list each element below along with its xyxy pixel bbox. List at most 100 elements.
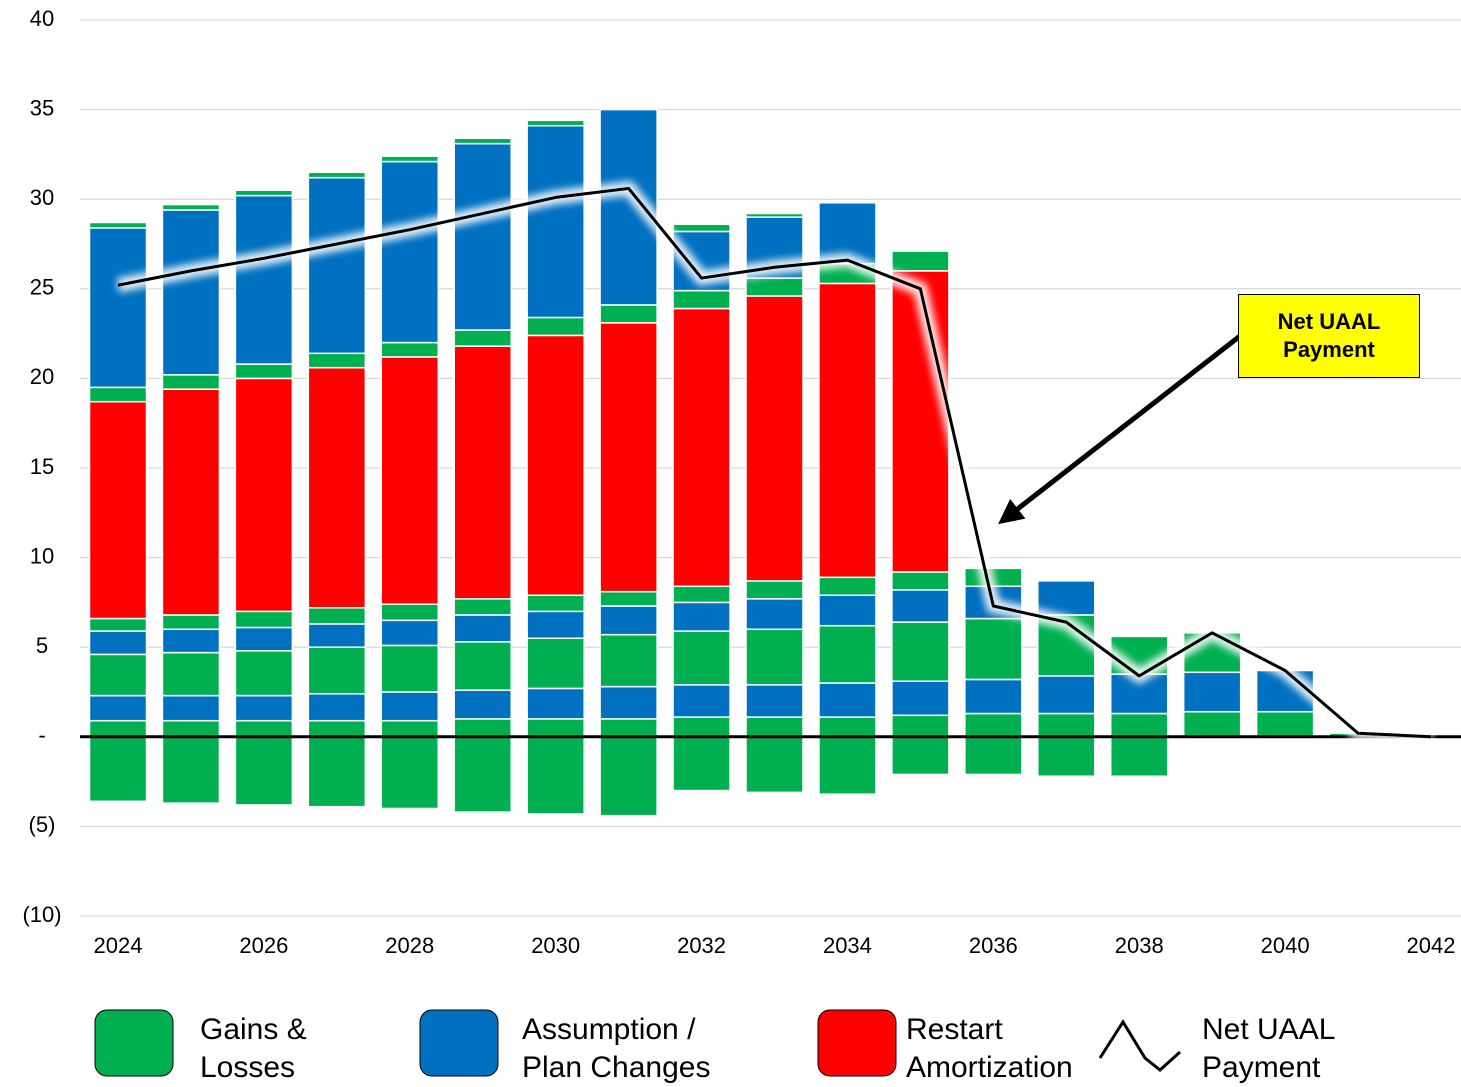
bar-segment [161, 388, 221, 616]
bar-segment [526, 610, 585, 639]
legend-swatch [94, 1009, 174, 1077]
bar-segment [234, 736, 294, 806]
bar-segment [964, 712, 1023, 738]
bar-segment [599, 718, 658, 738]
bar-segment [234, 610, 294, 629]
bar-segment [453, 329, 512, 347]
bar-segment [307, 352, 367, 369]
bar-segment [161, 614, 221, 631]
bar-segment [599, 633, 658, 688]
x-tick-label: 2032 [677, 933, 726, 958]
bar-segment [891, 680, 950, 717]
bar-segment [380, 356, 440, 605]
bar-segment [818, 282, 877, 579]
bar-segment [672, 736, 731, 792]
bar-segment [234, 194, 294, 365]
bar-segment [1109, 712, 1169, 738]
y-tick-label: 35 [30, 95, 54, 120]
bar-segment [307, 623, 367, 648]
bar-segment [1255, 710, 1315, 738]
legend-swatch [817, 1009, 897, 1077]
bar-segment [307, 646, 367, 695]
y-tick-label: 15 [30, 454, 54, 479]
bar-segment [88, 386, 148, 403]
bar-segment [161, 374, 221, 390]
y-tick-label: 30 [30, 185, 54, 210]
bar-segment [307, 719, 367, 738]
bar-segment [453, 689, 512, 720]
y-tick-label: 20 [30, 364, 54, 389]
bar-segment [234, 650, 294, 697]
x-tick-label: 2026 [239, 933, 288, 958]
y-tick-label: 25 [30, 275, 54, 300]
bar-segment [1109, 736, 1169, 777]
bar-segment [891, 270, 950, 573]
bar-segment [599, 736, 658, 817]
bar-segment [818, 594, 877, 627]
bar-segment [234, 189, 294, 197]
bar-segment [380, 619, 440, 647]
bar-segment [526, 334, 585, 596]
line [117, 186, 1432, 739]
legend-line-icon [1098, 1019, 1182, 1072]
bar-segment [88, 400, 148, 620]
x-tick-label: 2030 [531, 933, 580, 958]
x-tick-label: 2024 [94, 933, 143, 958]
bar-segment [453, 736, 512, 813]
bar-segment [891, 714, 950, 738]
bar-segment [526, 718, 585, 738]
bar-segment [234, 626, 294, 652]
bar-segment [891, 250, 950, 272]
bar-segment [891, 621, 950, 682]
bar-segment [161, 651, 221, 697]
legend-label: Net UAAL Payment [1202, 1013, 1335, 1084]
bar-segment [745, 212, 804, 218]
x-tick-label: 2034 [823, 933, 872, 958]
legend-label: Gains & Losses [200, 1013, 307, 1084]
bar-segment [891, 736, 950, 776]
bar-segment [380, 603, 440, 622]
bar-segment [234, 377, 294, 613]
bar-segment [745, 736, 804, 794]
bar-segment [380, 691, 440, 722]
bar-segment [161, 736, 221, 804]
bar-segment [88, 227, 148, 389]
bar-segment [307, 176, 367, 355]
bar-segment [818, 716, 877, 738]
bar-segment [745, 716, 804, 738]
bar-segment [745, 580, 804, 600]
bar-segment [380, 160, 440, 344]
x-tick-label: 2028 [385, 933, 434, 958]
legend-label: Restart Amortization [906, 1013, 1073, 1084]
bar-segment [380, 719, 440, 738]
bar-segment [307, 171, 367, 179]
bar-segment [1037, 712, 1096, 738]
bar-segment [453, 598, 512, 616]
bar-segment [380, 736, 440, 810]
bar-segment [672, 716, 731, 738]
legend-label: Assumption / Plan Changes [522, 1013, 711, 1084]
bar-segment [307, 607, 367, 625]
bar-segment [1037, 675, 1096, 715]
bar-segment [526, 687, 585, 720]
bar-segment [526, 316, 585, 337]
bar-segment [453, 614, 512, 643]
bar-segment [526, 594, 585, 613]
bar-segment [88, 719, 148, 738]
bar-segment [307, 736, 367, 808]
y-tick-label: 10 [30, 543, 54, 568]
bar-segment [88, 630, 148, 656]
bar-segment [307, 693, 367, 722]
annotation: Net UAAL Payment [1238, 294, 1420, 378]
y-tick-label: 40 [30, 6, 54, 31]
bar-segment [672, 585, 731, 604]
bar-segment [891, 571, 950, 591]
bar-segment [818, 576, 877, 596]
bar-segment [672, 307, 731, 588]
bar-segment [88, 736, 148, 803]
bar-segment [1182, 671, 1242, 713]
bar-segment [891, 589, 950, 623]
bar-segment [453, 718, 512, 738]
